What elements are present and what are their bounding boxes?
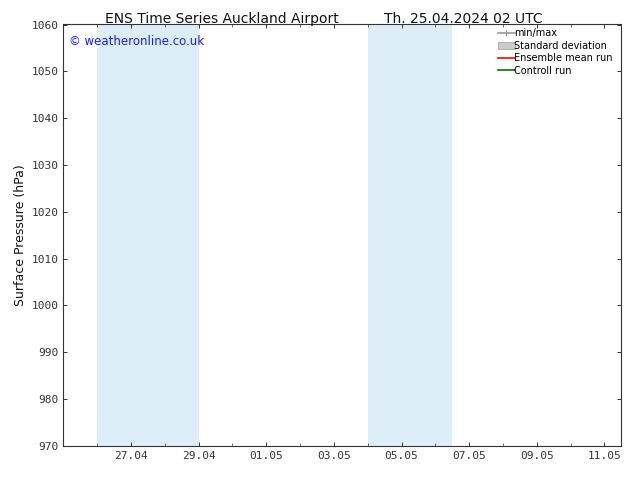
Bar [418, 24, 452, 446]
Text: ENS Time Series Auckland Airport: ENS Time Series Auckland Airport [105, 12, 339, 26]
Y-axis label: Surface Pressure (hPa): Surface Pressure (hPa) [15, 164, 27, 306]
Bar [97, 24, 148, 446]
Legend: min/max, Standard deviation, Ensemble mean run, Controll run: min/max, Standard deviation, Ensemble me… [496, 26, 619, 77]
Text: © weatheronline.co.uk: © weatheronline.co.uk [69, 35, 204, 48]
Bar [368, 24, 418, 446]
Text: Th. 25.04.2024 02 UTC: Th. 25.04.2024 02 UTC [384, 12, 542, 26]
Bar [148, 24, 198, 446]
